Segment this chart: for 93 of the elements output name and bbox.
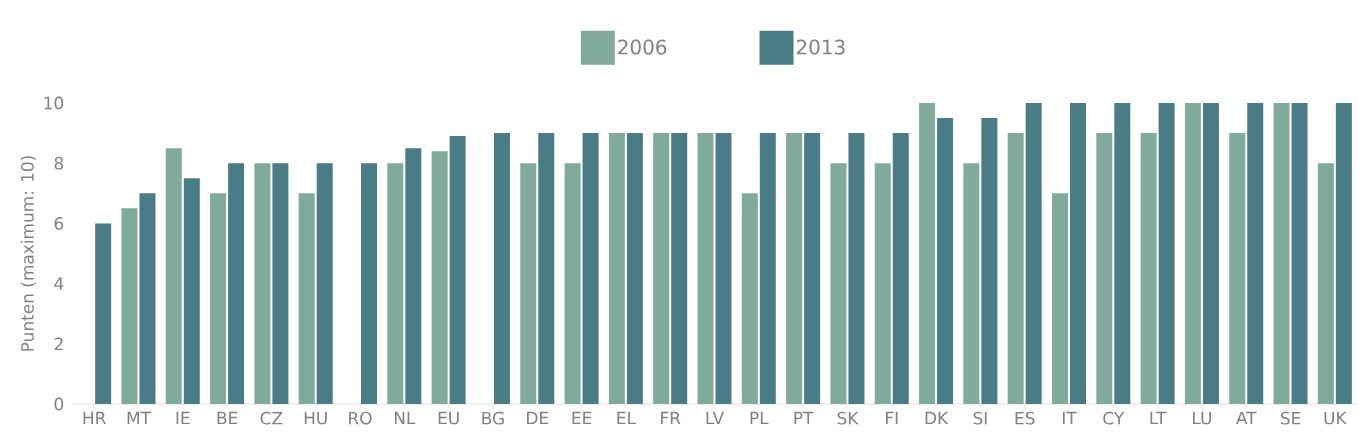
x-tick-label: EE — [572, 411, 592, 425]
x-tick-label: HU — [304, 411, 327, 425]
x-tick-label: LU — [1193, 411, 1211, 425]
x-tick-label: EL — [617, 411, 636, 425]
bar — [1114, 103, 1131, 404]
x-tick-label: LV — [706, 411, 724, 425]
bar — [963, 163, 980, 404]
bar — [1158, 103, 1175, 404]
x-tick-label: EU — [438, 411, 459, 425]
x-tick-label: LT — [1150, 411, 1167, 425]
x-tick-label: IE — [176, 411, 190, 425]
x-tick-label: PT — [794, 411, 814, 425]
x-tick-label: SK — [837, 411, 859, 425]
bar — [981, 118, 998, 404]
bar — [786, 133, 803, 404]
x-tick-label: FR — [661, 411, 681, 425]
bar — [937, 118, 954, 404]
bar — [582, 133, 599, 404]
bar — [1096, 133, 1113, 404]
x-tick-label: UK — [1324, 411, 1347, 425]
bar — [1051, 193, 1068, 404]
x-tick-label: BE — [217, 411, 238, 425]
x-tick-label: DK — [925, 411, 949, 425]
bar — [848, 133, 865, 404]
bar — [272, 163, 289, 404]
bar — [405, 148, 422, 404]
bar — [608, 133, 625, 404]
x-tick-label: MT — [127, 411, 151, 425]
bar — [1202, 103, 1219, 404]
bar — [697, 133, 714, 404]
bar — [874, 163, 891, 404]
bar — [139, 193, 156, 404]
x-tick-label: FI — [886, 411, 898, 425]
bar — [1140, 133, 1157, 404]
bar — [626, 133, 643, 404]
bar — [493, 133, 510, 404]
bar — [361, 163, 378, 404]
bar — [1273, 103, 1290, 404]
bar — [892, 133, 909, 404]
x-tick-label: IT — [1062, 411, 1077, 425]
bar — [715, 133, 732, 404]
bar — [449, 136, 466, 404]
bar — [387, 163, 404, 404]
x-tick-label: DE — [527, 411, 549, 425]
bar — [165, 148, 182, 404]
y-axis-title: Punten (maximum: 10) — [20, 156, 36, 351]
bar — [95, 223, 112, 404]
legend-label: 2006 — [618, 39, 667, 55]
x-tick-label: HR — [83, 411, 106, 425]
y-tick-label: 4 — [54, 277, 64, 290]
bar — [538, 133, 555, 404]
x-tick-label: PL — [750, 411, 769, 425]
bar — [228, 163, 245, 404]
bar — [1069, 103, 1086, 404]
bar — [254, 163, 271, 404]
bar — [564, 163, 581, 404]
bar — [919, 103, 936, 404]
bar — [1025, 103, 1042, 404]
x-tick-label: CY — [1103, 411, 1125, 425]
x-tick-label: AT — [1236, 411, 1257, 425]
bar — [1317, 163, 1334, 404]
y-tick-label: 2 — [54, 337, 63, 351]
bar — [298, 193, 315, 404]
x-tick-label: BG — [482, 411, 504, 425]
y-tick-label: 10 — [44, 96, 64, 110]
bar — [804, 133, 821, 404]
bar — [1007, 133, 1024, 404]
bar — [520, 163, 537, 404]
bar — [653, 133, 670, 404]
bar — [671, 133, 688, 404]
bar — [316, 163, 333, 404]
bar — [759, 133, 776, 404]
x-tick-label: RO — [349, 411, 372, 425]
bar — [183, 178, 200, 404]
x-tick-label: SI — [973, 411, 987, 425]
bar — [210, 193, 227, 404]
bar — [1184, 103, 1201, 404]
x-tick-label: CZ — [260, 411, 283, 425]
bar — [1229, 133, 1246, 404]
x-tick-label: NL — [394, 411, 416, 425]
bar — [1247, 103, 1264, 404]
bar — [830, 163, 847, 404]
x-tick-label: SE — [1280, 411, 1301, 425]
bar — [741, 193, 758, 404]
y-tick-label: 6 — [54, 216, 64, 230]
x-tick-label: ES — [1015, 411, 1035, 425]
bar — [121, 208, 138, 404]
y-tick-label: 8 — [54, 156, 64, 170]
legend-label: 2013 — [796, 39, 845, 55]
bar — [1335, 103, 1352, 404]
y-tick-label: 0 — [54, 397, 64, 411]
bar — [1291, 103, 1308, 404]
bar — [431, 151, 448, 404]
